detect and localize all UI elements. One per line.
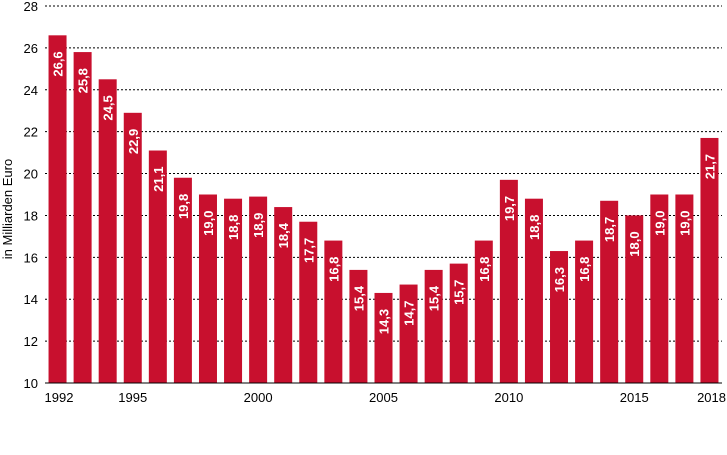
x-tick-label: 2015	[620, 390, 649, 405]
bar-2007	[424, 269, 443, 383]
data-labels: 26,6 25,8 24,5 22,9 21,1 19,8 19,0 18,8 18,9 18,4…	[51, 51, 718, 334]
data-label-2018: 21,7	[702, 154, 717, 179]
bar-1994	[98, 79, 117, 384]
bars	[48, 35, 719, 384]
bar-2000	[249, 196, 268, 383]
bar-2014	[600, 200, 619, 383]
data-label-2005: 14,3	[377, 309, 392, 334]
bar-1995	[123, 112, 142, 384]
data-label-2007: 15,4	[427, 285, 442, 311]
data-label-2011: 18,8	[527, 215, 542, 240]
y-tick-label: 22	[24, 125, 38, 140]
x-tick-label: 2018	[697, 390, 726, 405]
data-label-1994: 24,5	[101, 95, 116, 120]
y-tick-label: 18	[24, 208, 38, 223]
y-tick-label: 20	[24, 167, 38, 182]
x-tick-label: 2005	[369, 390, 398, 405]
bar-1993	[73, 52, 92, 383]
bar-2009	[474, 240, 493, 383]
data-label-1996: 21,1	[151, 167, 166, 192]
bar-2015	[625, 215, 644, 383]
data-label-2000: 18,9	[251, 213, 266, 238]
data-label-2009: 16,8	[477, 257, 492, 282]
x-tick-label: 2010	[494, 390, 523, 405]
data-label-2017: 19,0	[677, 211, 692, 236]
gridlines	[45, 5, 722, 342]
bar-2006	[399, 284, 418, 383]
y-tick-labels: 10 12 14 16 18 20 22 24 26 28	[24, 0, 38, 391]
data-label-2006: 14,7	[402, 301, 417, 326]
bar-2017	[675, 194, 694, 383]
data-label-1992: 26,6	[51, 51, 66, 76]
bar-2002	[299, 221, 318, 383]
data-label-2008: 15,7	[452, 280, 467, 305]
y-tick-label: 24	[24, 83, 38, 98]
data-label-2013: 16,8	[577, 257, 592, 282]
data-label-1993: 25,8	[76, 68, 91, 93]
x-tick-label: 2000	[244, 390, 273, 405]
bar-2016	[650, 194, 669, 383]
bar-2013	[575, 240, 594, 383]
data-label-2004: 15,4	[351, 285, 366, 311]
bar-2005	[374, 292, 393, 383]
data-label-1999: 18,8	[226, 215, 241, 240]
bar-2001	[274, 207, 293, 383]
data-label-1998: 19,0	[201, 211, 216, 236]
y-tick-label: 16	[24, 250, 38, 265]
data-label-2003: 16,8	[326, 257, 341, 282]
bar-1999	[224, 198, 243, 383]
data-label-2002: 17,7	[301, 238, 316, 263]
bar-2011	[524, 198, 543, 383]
x-tick-labels: 1992 1995 2000 2005 2010 2015 2018	[45, 390, 726, 405]
data-label-2016: 19,0	[652, 211, 667, 236]
data-label-2010: 19,7	[502, 196, 517, 221]
bar-1992	[48, 35, 67, 383]
x-tick-label: 1992	[45, 390, 74, 405]
y-tick-label: 28	[24, 0, 38, 14]
y-tick-label: 10	[24, 376, 38, 391]
bar-2008	[449, 263, 468, 383]
x-tick-label: 1995	[118, 390, 147, 405]
bar-2012	[550, 251, 569, 383]
y-tick-label: 12	[24, 334, 38, 349]
bar-2010	[499, 179, 518, 383]
bar-2004	[349, 269, 368, 383]
bar-2003	[324, 240, 343, 383]
y-tick-label: 14	[24, 292, 38, 307]
data-label-2001: 18,4	[276, 222, 291, 248]
data-label-1997: 19,8	[176, 194, 191, 219]
y-tick-label: 26	[24, 41, 38, 56]
bar-1998	[198, 194, 217, 383]
y-axis-label: in Milliarden Euro	[0, 159, 15, 259]
data-label-2012: 16,3	[552, 267, 567, 292]
data-label-2014: 18,7	[602, 217, 617, 242]
data-label-1995: 22,9	[126, 129, 141, 154]
data-label-2015: 18,0	[627, 231, 642, 256]
bar-2018	[700, 137, 719, 383]
bar-1997	[173, 177, 192, 383]
bar-1996	[148, 150, 167, 383]
